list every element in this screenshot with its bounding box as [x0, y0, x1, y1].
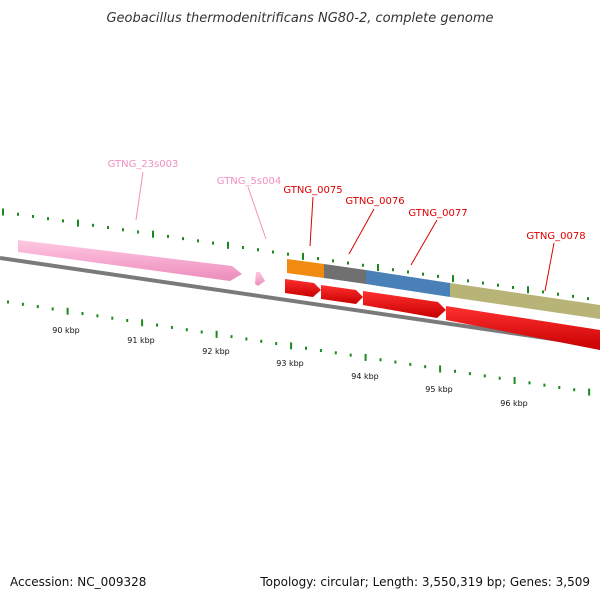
scale-label: 94 kbp [351, 372, 379, 381]
gene-label-gtng-0076: GTNG_0076 [345, 196, 404, 207]
scale-label: 91 kbp [127, 336, 155, 345]
gene-arrow-gtng-5s004 [255, 272, 265, 286]
cog-bar-gtng-0078 [450, 283, 600, 319]
inner-tick-ring [7, 300, 591, 396]
cds-track [285, 279, 600, 350]
scale-label: 92 kbp [202, 347, 230, 356]
leader-line-gtng-0076 [348, 208, 375, 255]
accession-text: Accession: NC_009328 [10, 575, 146, 589]
gene-label-gtng-0078: GTNG_0078 [526, 231, 585, 242]
gene-label-gtng-0077: GTNG_0077 [408, 208, 467, 219]
gene-arrow-gtng-23s003 [18, 240, 242, 281]
gene-label-gtng-0075: GTNG_0075 [283, 185, 342, 196]
leader-line-gtng-5s004 [247, 186, 267, 240]
outer-tick-ring [2, 208, 589, 301]
cog-bar-gtng-0075 [287, 259, 324, 278]
gene-arrow-gtng-0077 [363, 291, 446, 318]
genome-backbone [0, 256, 600, 348]
gene-arrow-gtng-0076 [321, 285, 363, 304]
cog-bar-gtng-0077 [366, 270, 450, 297]
map-title: Geobacillus thermodenitrificans NG80-2, … [106, 11, 493, 26]
scale-label: 96 kbp [500, 399, 528, 408]
gene-label-gtng-5s004: GTNG_5s004 [217, 176, 281, 187]
genome-summary-text: Topology: circular; Length: 3,550,319 bp… [259, 575, 590, 589]
scale-label: 95 kbp [425, 385, 453, 394]
leader-line-gtng-23s003 [135, 171, 144, 221]
cog-bar-gtng-0076 [324, 264, 366, 284]
gene-label-gtng-23s003: GTNG_23s003 [108, 159, 179, 170]
cog-track [287, 259, 600, 319]
scale-labels: 90 kbp 91 kbp 92 kbp 93 kbp 94 kbp 95 kb… [52, 326, 528, 408]
gene-labels: GTNG_23s003 GTNG_5s004 GTNG_0075 GTNG_00… [108, 159, 586, 292]
scale-label: 93 kbp [276, 359, 304, 368]
leader-line-gtng-0078 [544, 242, 555, 292]
leader-line-gtng-0075 [309, 196, 314, 247]
leader-line-gtng-0077 [410, 219, 438, 266]
gene-arrow-gtng-0075 [285, 279, 321, 297]
gene-arrow-gtng-0078 [446, 306, 600, 350]
rrna-track [18, 240, 265, 286]
scale-label: 90 kbp [52, 326, 80, 335]
